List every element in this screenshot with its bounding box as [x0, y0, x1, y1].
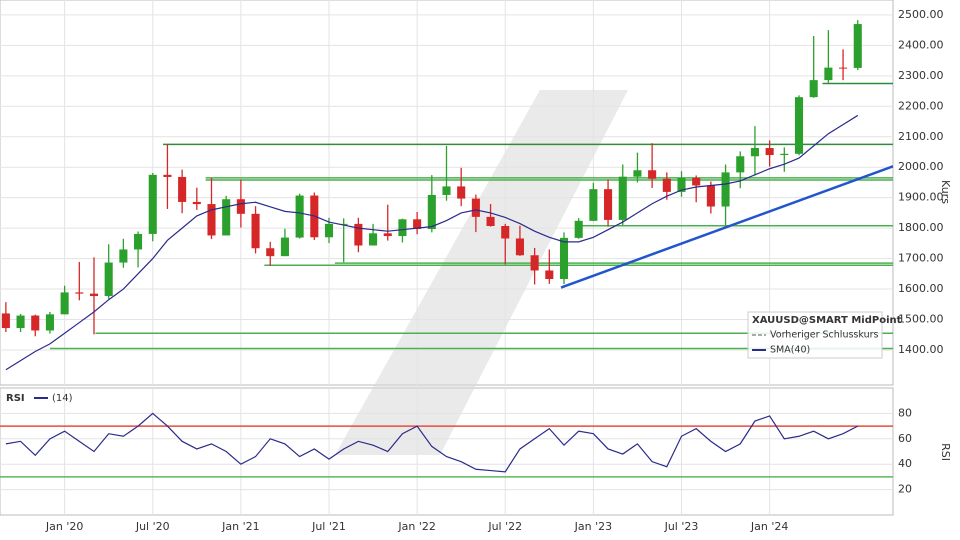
candle-body: [251, 213, 260, 249]
candle-body: [839, 67, 848, 69]
candle-body: [662, 178, 671, 192]
candle-body: [45, 314, 54, 331]
candle-body: [471, 198, 480, 217]
candle-body: [765, 148, 774, 156]
candle-body: [574, 220, 583, 238]
x-tick-label: Jan '22: [397, 520, 435, 533]
x-tick-label: Jan '21: [221, 520, 259, 533]
candle-body: [222, 199, 231, 236]
candle-body: [736, 156, 745, 173]
candle-body: [354, 223, 363, 246]
candle-body: [545, 270, 554, 280]
candle-body: [1, 313, 10, 329]
candle-body: [706, 185, 715, 207]
y-tick-label: 60: [898, 432, 912, 445]
legend-label: Vorheriger Schlusskurs: [770, 330, 878, 341]
candle-body: [794, 97, 804, 154]
y-tick-label: 2500.00: [898, 8, 944, 21]
candle-body: [398, 219, 407, 237]
candle-body: [104, 262, 113, 297]
watermark: [335, 90, 628, 455]
candle-body: [501, 226, 510, 239]
y-tick-label: 40: [898, 457, 912, 470]
candle-body: [89, 293, 99, 297]
candle-body: [324, 223, 334, 238]
candle-body: [721, 172, 730, 207]
candle-body: [178, 176, 187, 202]
candle-body: [633, 170, 642, 177]
candle-body: [192, 201, 201, 205]
candle-body: [427, 194, 436, 230]
x-tick-label: Jan '24: [750, 520, 788, 533]
x-tick-label: Jan '20: [45, 520, 83, 533]
legend-title: XAUUSD@SMART MidPoint: [752, 315, 902, 326]
series-line: [5, 114, 859, 371]
legend: [747, 311, 883, 359]
y-tick-label: 1800.00: [898, 221, 944, 234]
y-tick-label: 1600.00: [898, 282, 944, 295]
candle-body: [236, 199, 245, 214]
candle-body: [515, 238, 524, 256]
trend-line: [560, 165, 894, 289]
y-tick-label: 80: [898, 406, 912, 419]
candle-body: [780, 153, 789, 156]
candle-body: [824, 67, 833, 81]
y-tick-label: 1700.00: [898, 252, 944, 265]
candle-body: [148, 174, 157, 234]
candle-body: [618, 176, 627, 220]
legend-label: (14): [52, 393, 73, 404]
candle-body: [295, 195, 304, 238]
candle-body: [677, 177, 686, 192]
y-tick-label: 2200.00: [898, 99, 944, 112]
y-axis-label: Kurs: [939, 180, 952, 204]
candle-body: [16, 315, 25, 329]
y-tick-label: 20: [898, 483, 912, 496]
candle-body: [853, 24, 862, 68]
candle-body: [60, 292, 69, 315]
candle-body: [339, 223, 348, 225]
y-tick-label: 2100.00: [898, 130, 944, 143]
y-tick-label: 2400.00: [898, 38, 944, 51]
x-tick-label: Jan '23: [574, 520, 612, 533]
candle-body: [486, 216, 495, 227]
candle-body: [413, 219, 422, 230]
y-tick-label: 1500.00: [898, 313, 944, 326]
series-line: [5, 412, 859, 473]
y-tick-label: 1400.00: [898, 343, 944, 356]
candle-body: [604, 189, 613, 220]
candle-body: [163, 174, 172, 177]
panel-title: RSI: [6, 393, 25, 404]
candle-body: [530, 255, 539, 271]
candle-body: [369, 233, 378, 246]
y-axis-label: RSI: [939, 443, 952, 461]
candle-body: [266, 248, 275, 257]
candle-body: [119, 249, 128, 263]
x-tick-label: Jul '20: [135, 520, 170, 533]
candle-body: [692, 177, 701, 186]
y-tick-label: 2000.00: [898, 160, 944, 173]
candle-body: [589, 189, 598, 221]
candle-body: [280, 237, 289, 257]
candle-body: [207, 204, 216, 236]
candle-body: [31, 315, 40, 331]
candle-body: [648, 170, 657, 179]
legend-label: SMA(40): [770, 345, 810, 356]
x-tick-label: Jul '22: [487, 520, 522, 533]
candle-body: [457, 186, 466, 199]
candle-body: [750, 148, 759, 157]
x-tick-label: Jul '21: [311, 520, 346, 533]
x-tick-label: Jul '23: [664, 520, 699, 533]
candle-body: [442, 186, 451, 195]
candle-body: [383, 233, 392, 237]
candle-body: [559, 237, 569, 280]
candle-body: [809, 80, 818, 98]
candle-body: [134, 233, 143, 250]
y-tick-label: 2300.00: [898, 69, 944, 82]
y-tick-label: 1900.00: [898, 191, 944, 204]
candle-body: [75, 292, 84, 294]
